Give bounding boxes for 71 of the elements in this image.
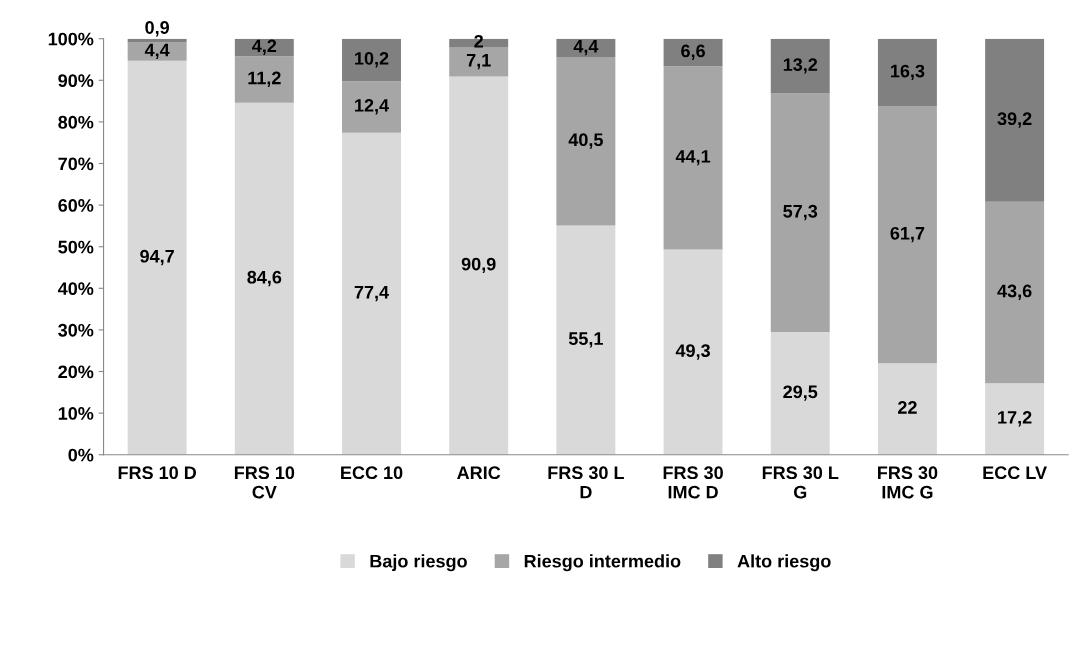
data-label: 10,2 — [355, 51, 389, 68]
bar — [985, 38, 1045, 202]
data-label: 11,2 — [248, 71, 281, 87]
x-tick-label: ECC LV — [983, 466, 1047, 480]
y-tick-label: 10% — [58, 407, 94, 420]
legend-label: Alto riesgo — [737, 554, 831, 572]
bar — [770, 332, 830, 455]
bar — [663, 66, 723, 250]
data-label: 40,5 — [568, 133, 603, 149]
data-label: 43,6 — [997, 284, 1032, 300]
x-tick-label: FRS 10 CV — [234, 466, 295, 499]
x-tick-label: FRS 30 IMC D — [663, 466, 723, 499]
x-tick-label: ARIC — [457, 466, 501, 480]
data-label: 84,6 — [247, 270, 282, 287]
y-tick-label: 60% — [58, 199, 94, 212]
y-tick-label: 80% — [58, 115, 94, 129]
data-label: 22 — [898, 401, 917, 414]
data-label: 0,9 — [145, 21, 170, 37]
bar — [449, 47, 509, 77]
data-label: 13,2 — [783, 58, 818, 74]
data-label: 57,3 — [783, 204, 818, 221]
data-label: 4,2 — [252, 39, 277, 55]
data-label: 61,7 — [890, 226, 925, 243]
bar — [342, 38, 401, 82]
data-label: 6,6 — [681, 44, 705, 60]
bar — [877, 106, 937, 364]
bar — [877, 38, 937, 107]
y-tick-label: 40% — [57, 282, 94, 296]
y-tick-label: 70% — [58, 157, 94, 171]
data-label: 44,1 — [675, 150, 711, 166]
x-tick-label: FRS 30 L G — [762, 466, 839, 499]
data-label: 4,4 — [573, 40, 599, 56]
x-tick-label: FRS 30 L D — [548, 466, 624, 499]
data-label: 77,4 — [354, 285, 389, 302]
data-label: 55,1 — [568, 332, 603, 348]
data-label: 94,7 — [140, 249, 174, 266]
bar — [770, 38, 830, 94]
y-tick-label: 20% — [58, 365, 94, 379]
y-tick-label: 50% — [58, 240, 94, 254]
y-tick-label: 90% — [58, 74, 94, 88]
bar — [770, 93, 830, 332]
bar — [663, 249, 723, 455]
bar — [877, 363, 937, 455]
legend-label: Riesgo intermedio — [524, 554, 681, 572]
bar — [342, 81, 401, 133]
x-tick-label: ECC 10 — [341, 466, 403, 480]
data-label: 7,1 — [466, 54, 491, 70]
y-tick-label: 30% — [58, 323, 94, 337]
data-label: 4,4 — [144, 43, 170, 60]
data-label: 17,2 — [998, 411, 1032, 427]
bar — [342, 132, 401, 455]
data-label: 16,3 — [890, 64, 925, 81]
bar — [127, 60, 187, 455]
bar — [234, 56, 294, 103]
data-label: 29,5 — [783, 385, 818, 401]
y-tick-label: 0% — [68, 448, 94, 462]
bar — [127, 42, 187, 61]
y-tick-label: 100% — [48, 32, 94, 46]
bar — [985, 383, 1045, 455]
bar — [556, 225, 616, 455]
bar — [985, 201, 1045, 384]
legend-label: Bajo riesgo — [370, 554, 467, 572]
data-label: 49,3 — [675, 344, 710, 360]
bar — [556, 57, 616, 226]
data-label: 39,2 — [997, 112, 1032, 128]
bar — [449, 76, 509, 455]
x-tick-label: FRS 30 IMC G — [878, 466, 938, 499]
data-label: 12,4 — [355, 98, 389, 115]
data-label: 90,9 — [461, 257, 496, 274]
bar — [234, 102, 294, 455]
x-tick-label: FRS 10 D — [118, 466, 197, 480]
